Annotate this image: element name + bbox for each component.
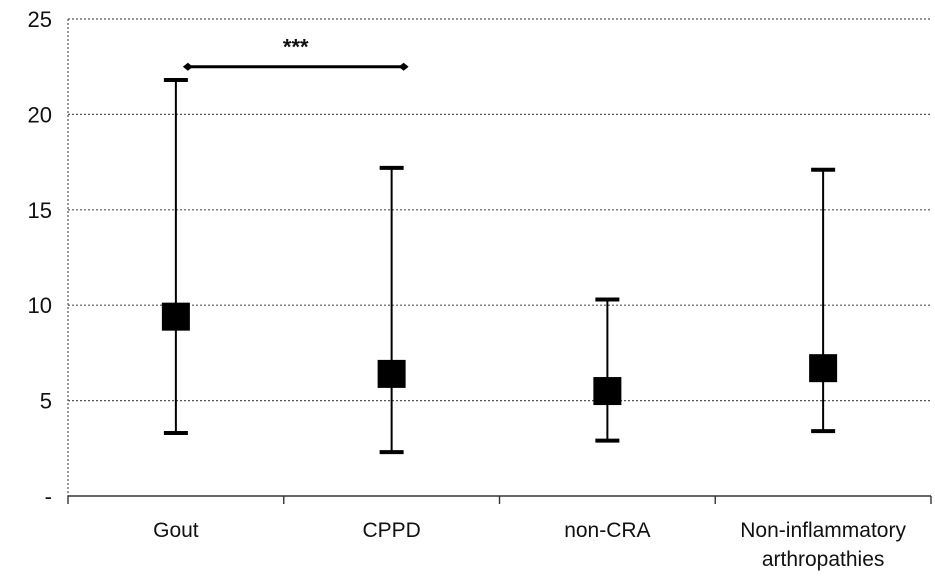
significance-label: *** — [283, 35, 309, 60]
x-category-label: CPPD — [362, 519, 420, 542]
x-category-label-line: arthropathies — [762, 548, 885, 571]
y-tick-label: 10 — [28, 293, 52, 318]
y-tick-label: 20 — [28, 102, 52, 127]
median-marker — [593, 377, 622, 406]
y-tick-label: 5 — [40, 389, 52, 414]
significance-end-marker — [398, 62, 409, 71]
grid-layer — [68, 18, 931, 402]
x-category-label: Gout — [153, 519, 199, 542]
significance-end-marker — [182, 62, 193, 71]
marks-layer — [161, 78, 838, 455]
x-category-label-line: Gout — [153, 519, 199, 542]
x-category-label-line: non-CRA — [564, 519, 650, 542]
x-category-label-line: Non-inflammatory — [740, 519, 906, 542]
annotation-layer: *** — [182, 35, 409, 71]
x-category-label-line: CPPD — [362, 519, 420, 542]
median-marker — [809, 354, 838, 383]
x-category-label: Non-inflammatory arthropathies — [740, 519, 906, 571]
y-tick-label: 15 — [28, 198, 52, 223]
y-tick-label: 25 — [28, 7, 52, 32]
y-tick-label: - — [45, 484, 52, 509]
axis-layer: - 5 10 15 20 25 Gout CPPD non-CRA Non-inflammator… — [28, 7, 932, 571]
x-category-label: non-CRA — [564, 519, 650, 542]
median-marker — [161, 302, 190, 331]
median-marker — [377, 359, 406, 388]
